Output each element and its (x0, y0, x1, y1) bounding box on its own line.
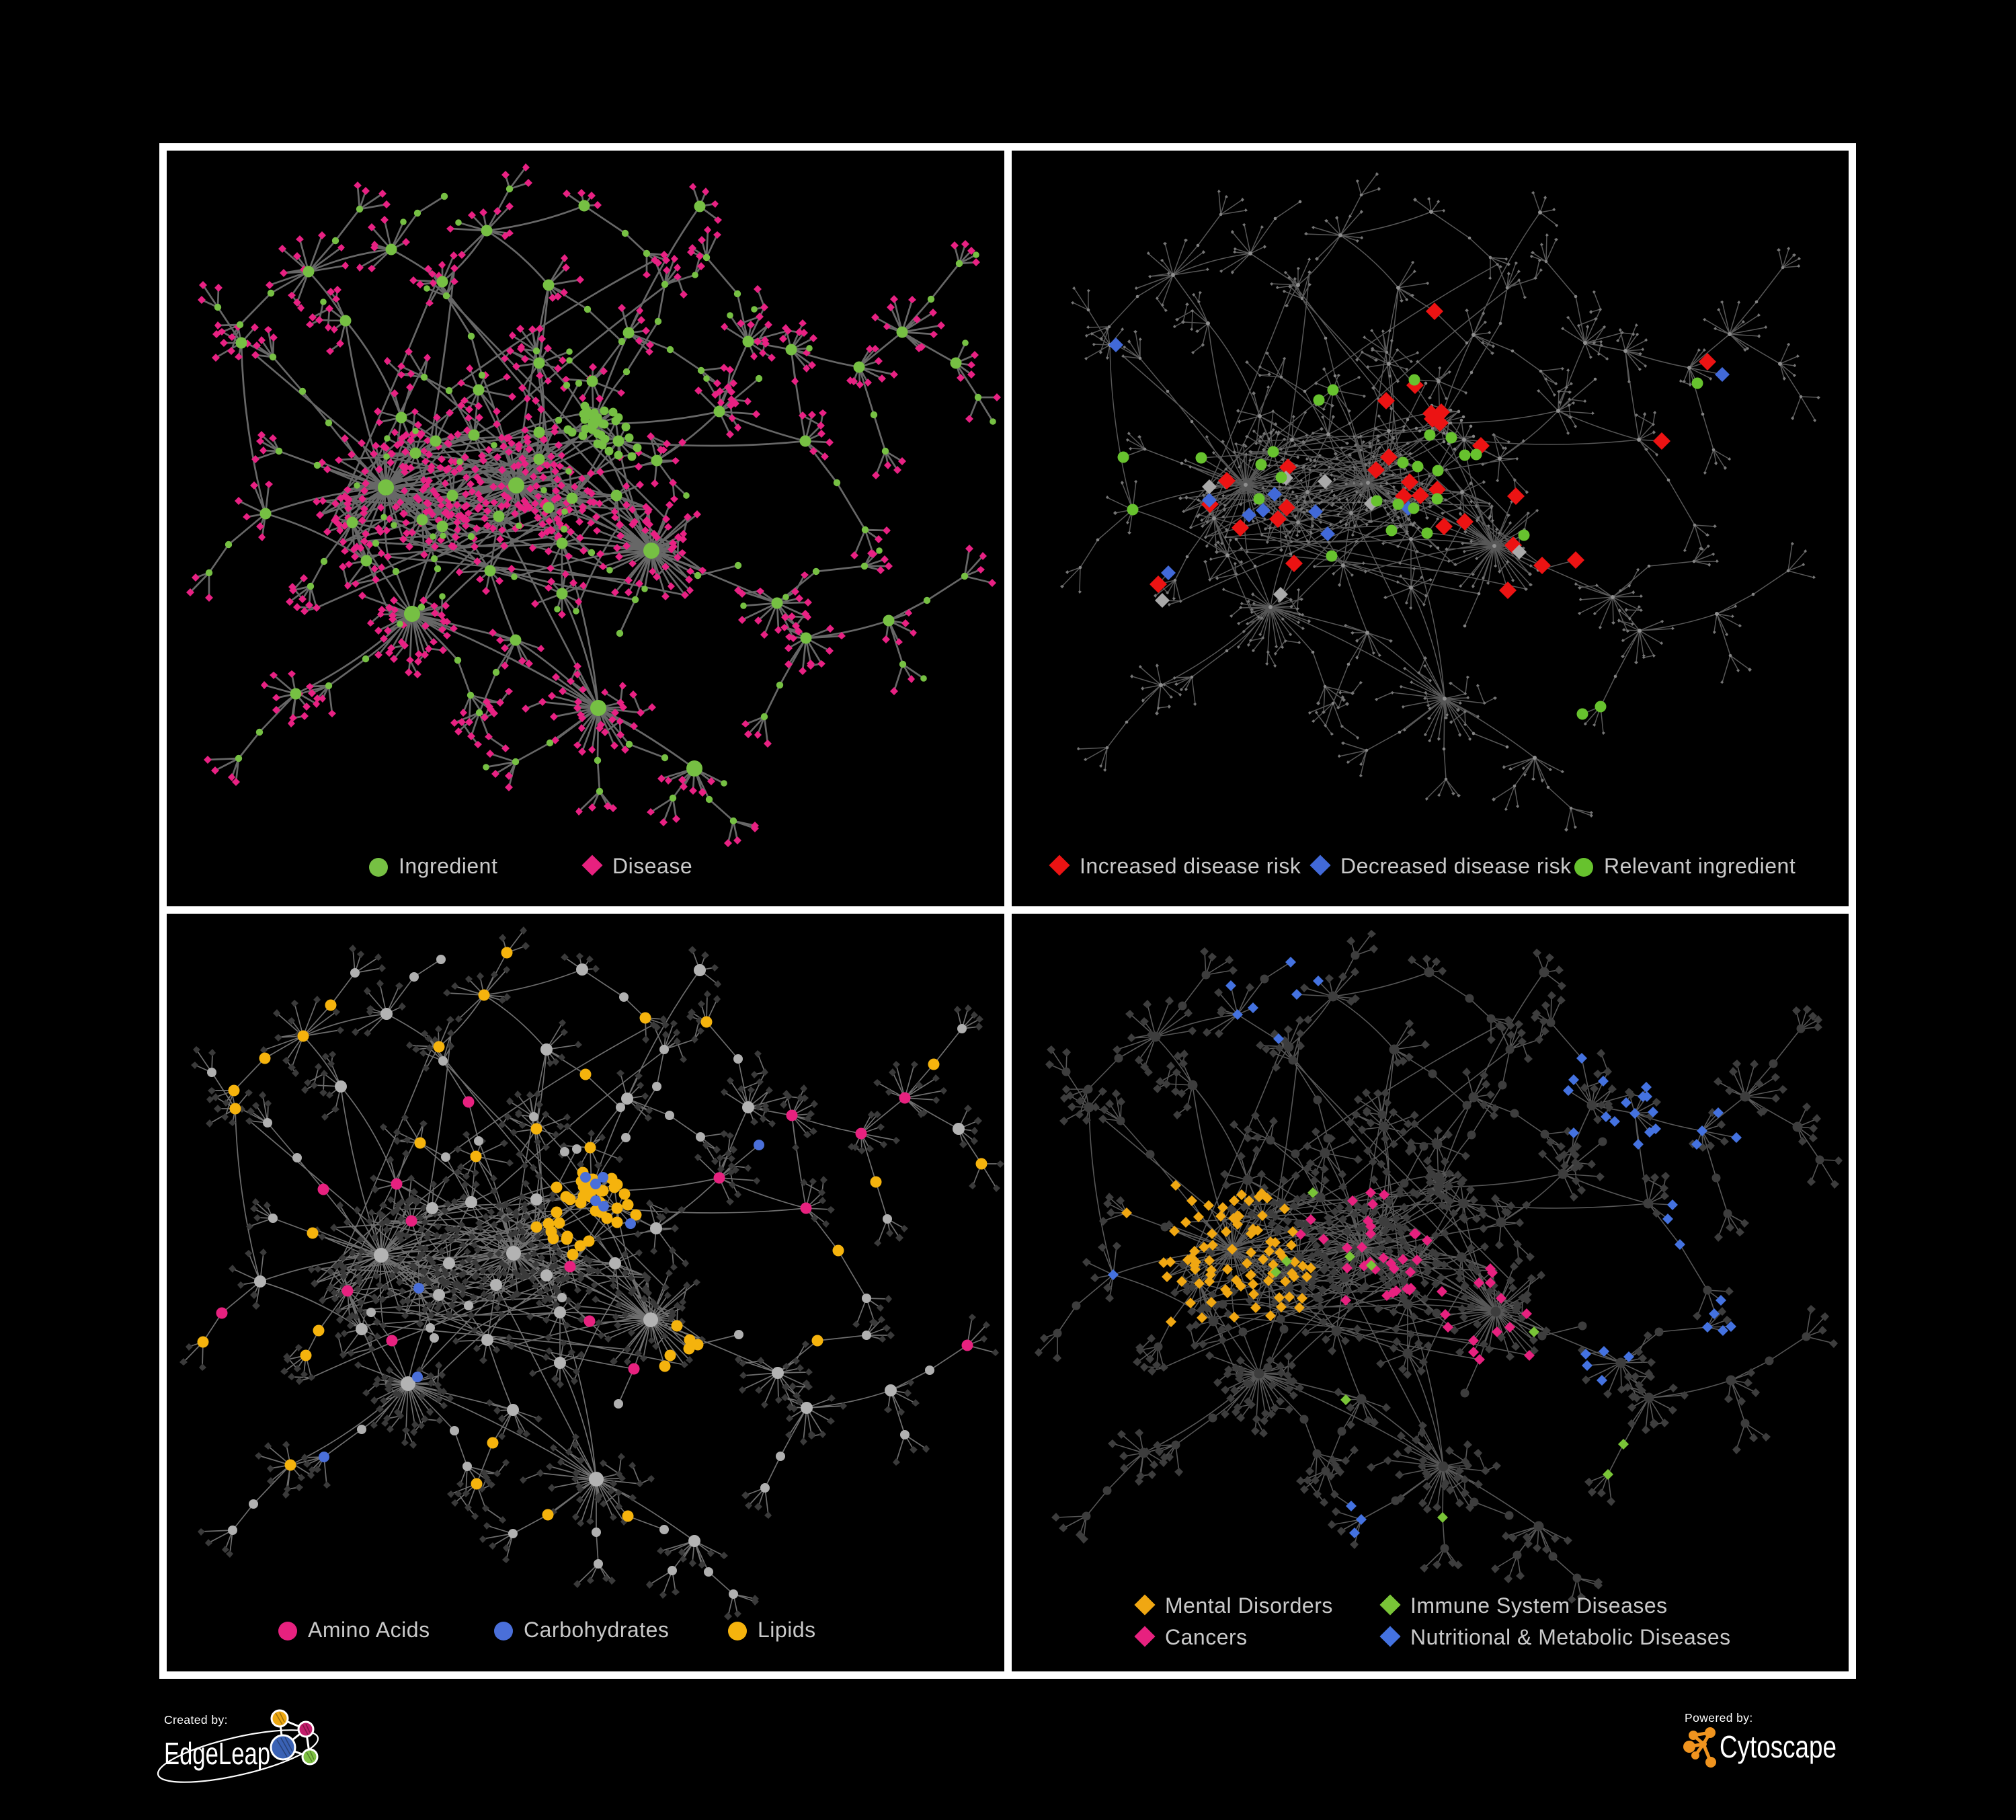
svg-text:EdgeLeap: EdgeLeap (164, 1736, 270, 1771)
svg-text:Cytoscape: Cytoscape (1720, 1729, 1837, 1764)
